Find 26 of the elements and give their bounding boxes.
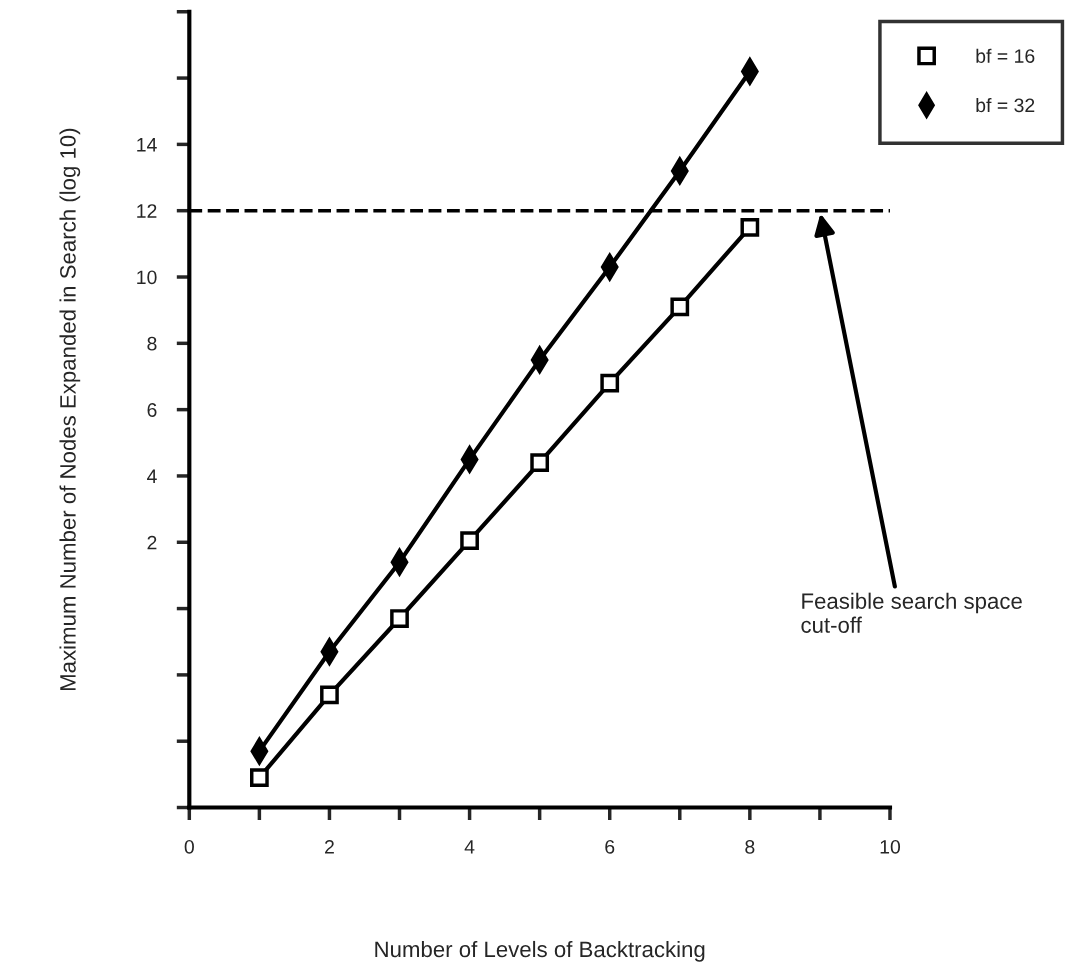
y-tick-label: 4 xyxy=(147,469,157,483)
point xyxy=(530,453,550,473)
point xyxy=(250,768,269,788)
ref-line-label: Feasible search space cut-off xyxy=(801,592,1022,633)
legend-label: bf = 16 xyxy=(976,48,1035,63)
y-axis-title: Maximum Number of Nodes Expanded in Search (log 10) xyxy=(59,128,81,691)
y-tick-label: 6 xyxy=(147,403,157,417)
x-tick-label: 8 xyxy=(745,839,755,854)
point xyxy=(390,609,409,628)
point xyxy=(320,685,339,705)
x-tick-label: 10 xyxy=(880,839,901,854)
point xyxy=(600,373,620,393)
x-tick-label: 4 xyxy=(464,840,475,854)
x-tick-label: 6 xyxy=(605,839,615,854)
y-tick-label: 2 xyxy=(147,535,157,550)
point xyxy=(740,217,760,237)
y-tick-label: 8 xyxy=(147,336,157,351)
x-tick-label: 2 xyxy=(325,839,334,854)
x-axis-title: Number of Levels of Backtracking xyxy=(375,940,705,962)
legend-label: bf = 32 xyxy=(976,97,1035,113)
y-tick-label: 10 xyxy=(137,270,157,285)
y-tick-label: 12 xyxy=(137,204,157,218)
point xyxy=(460,531,479,550)
point xyxy=(670,297,690,317)
y-tick-label: 14 xyxy=(137,138,157,152)
x-tick-label: 0 xyxy=(184,839,194,854)
